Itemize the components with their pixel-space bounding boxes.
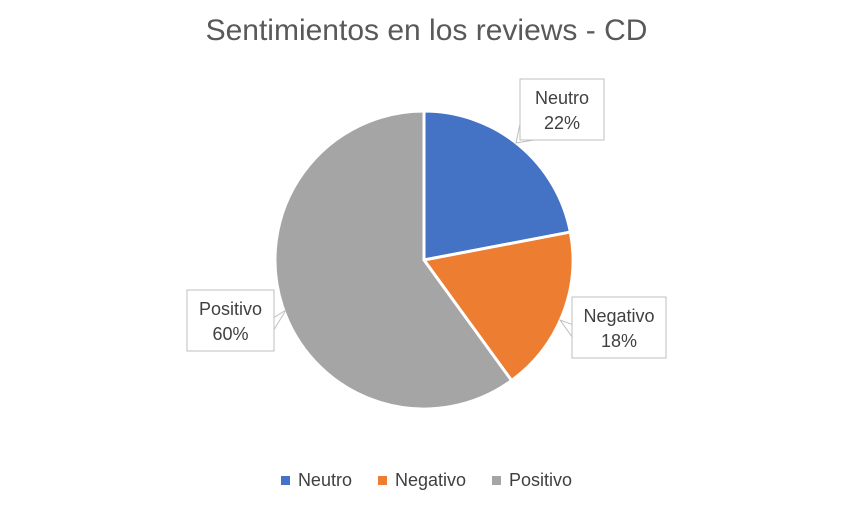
pie-slice-neutro bbox=[422, 109, 573, 262]
data-label-category-positivo: Positivo bbox=[199, 299, 262, 319]
data-label-value-neutro: 22% bbox=[544, 113, 580, 133]
pie-slice-negativo bbox=[421, 230, 575, 383]
legend-swatch-neutro bbox=[280, 476, 290, 485]
legend-item-neutro: Neutro bbox=[280, 470, 352, 491]
chart-title: Sentimientos en los reviews - CD bbox=[205, 14, 648, 47]
data-label-value-positivo: 60% bbox=[212, 324, 248, 344]
legend-swatch-positivo bbox=[492, 476, 502, 485]
data-label-pointer-positivo bbox=[273, 309, 287, 330]
legend: Neutro Negativo Positivo bbox=[0, 470, 853, 491]
data-label-value-negativo: 18% bbox=[601, 331, 637, 351]
data-label-negativo: Negativo 18% bbox=[558, 296, 667, 359]
legend-label-positivo: Positivo bbox=[509, 470, 573, 490]
data-label-box-negativo bbox=[571, 296, 667, 359]
legend-item-negativo: Negativo bbox=[377, 470, 467, 491]
data-label-box-neutro bbox=[519, 78, 605, 141]
data-label-category-negativo: Negativo bbox=[583, 306, 654, 326]
legend-item-positivo: Positivo bbox=[492, 470, 572, 491]
data-label-positivo: Positivo 60% bbox=[186, 289, 287, 352]
legend-label-neutro: Neutro bbox=[297, 470, 352, 490]
data-label-category-neutro: Neutro bbox=[535, 88, 589, 108]
pie-slice-positivo bbox=[273, 109, 514, 411]
legend-label-negativo: Negativo bbox=[394, 470, 467, 490]
data-label-pointer-negativo bbox=[558, 318, 573, 337]
data-label-box-positivo bbox=[186, 289, 275, 352]
legend-swatch-negativo bbox=[377, 476, 387, 485]
data-label-neutro: Neutro 22% bbox=[515, 78, 605, 144]
